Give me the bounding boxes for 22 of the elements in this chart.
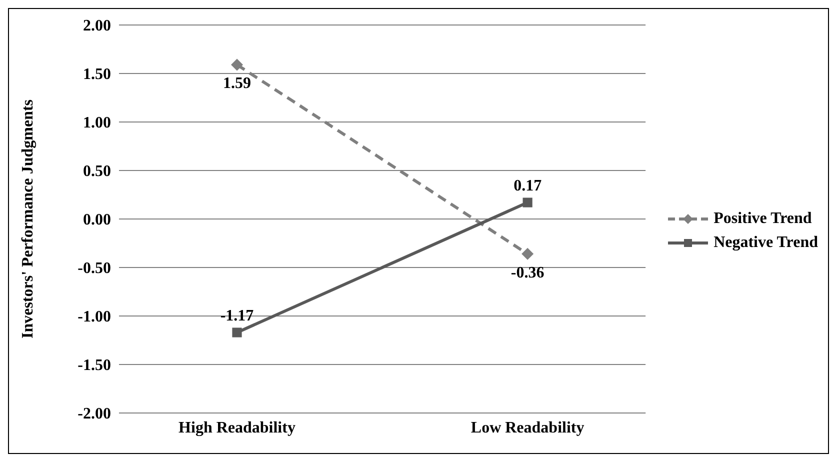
y-tick-label: 0.50 (83, 163, 111, 180)
legend-label: Negative Trend (714, 234, 818, 252)
y-tick-label: -1.00 (78, 308, 111, 326)
data-label: -0.36 (510, 264, 544, 282)
point (232, 328, 242, 338)
y-tick-label: 2.00 (83, 18, 111, 35)
data-label: -1.17 (220, 307, 254, 324)
y-tick-label: 1.50 (83, 66, 111, 84)
y-tick-label: -0.50 (78, 260, 111, 278)
y-tick-label: 1.00 (83, 114, 111, 132)
y-tick-label: -2.00 (78, 406, 111, 423)
legend-label: Positive Trend (714, 210, 812, 228)
x-tick-label: Low Readability (470, 419, 584, 436)
data-label: 0.17 (514, 178, 542, 195)
x-tick-label: High Readability (178, 419, 296, 436)
y-axis-title: Investors' Performance Judgments (20, 99, 37, 339)
y-tick-label: -1.50 (78, 357, 111, 374)
y-tick-label: 0.00 (83, 212, 111, 229)
point (231, 58, 243, 71)
point (522, 198, 532, 208)
point (522, 248, 534, 260)
data-label: 1.59 (223, 75, 251, 92)
